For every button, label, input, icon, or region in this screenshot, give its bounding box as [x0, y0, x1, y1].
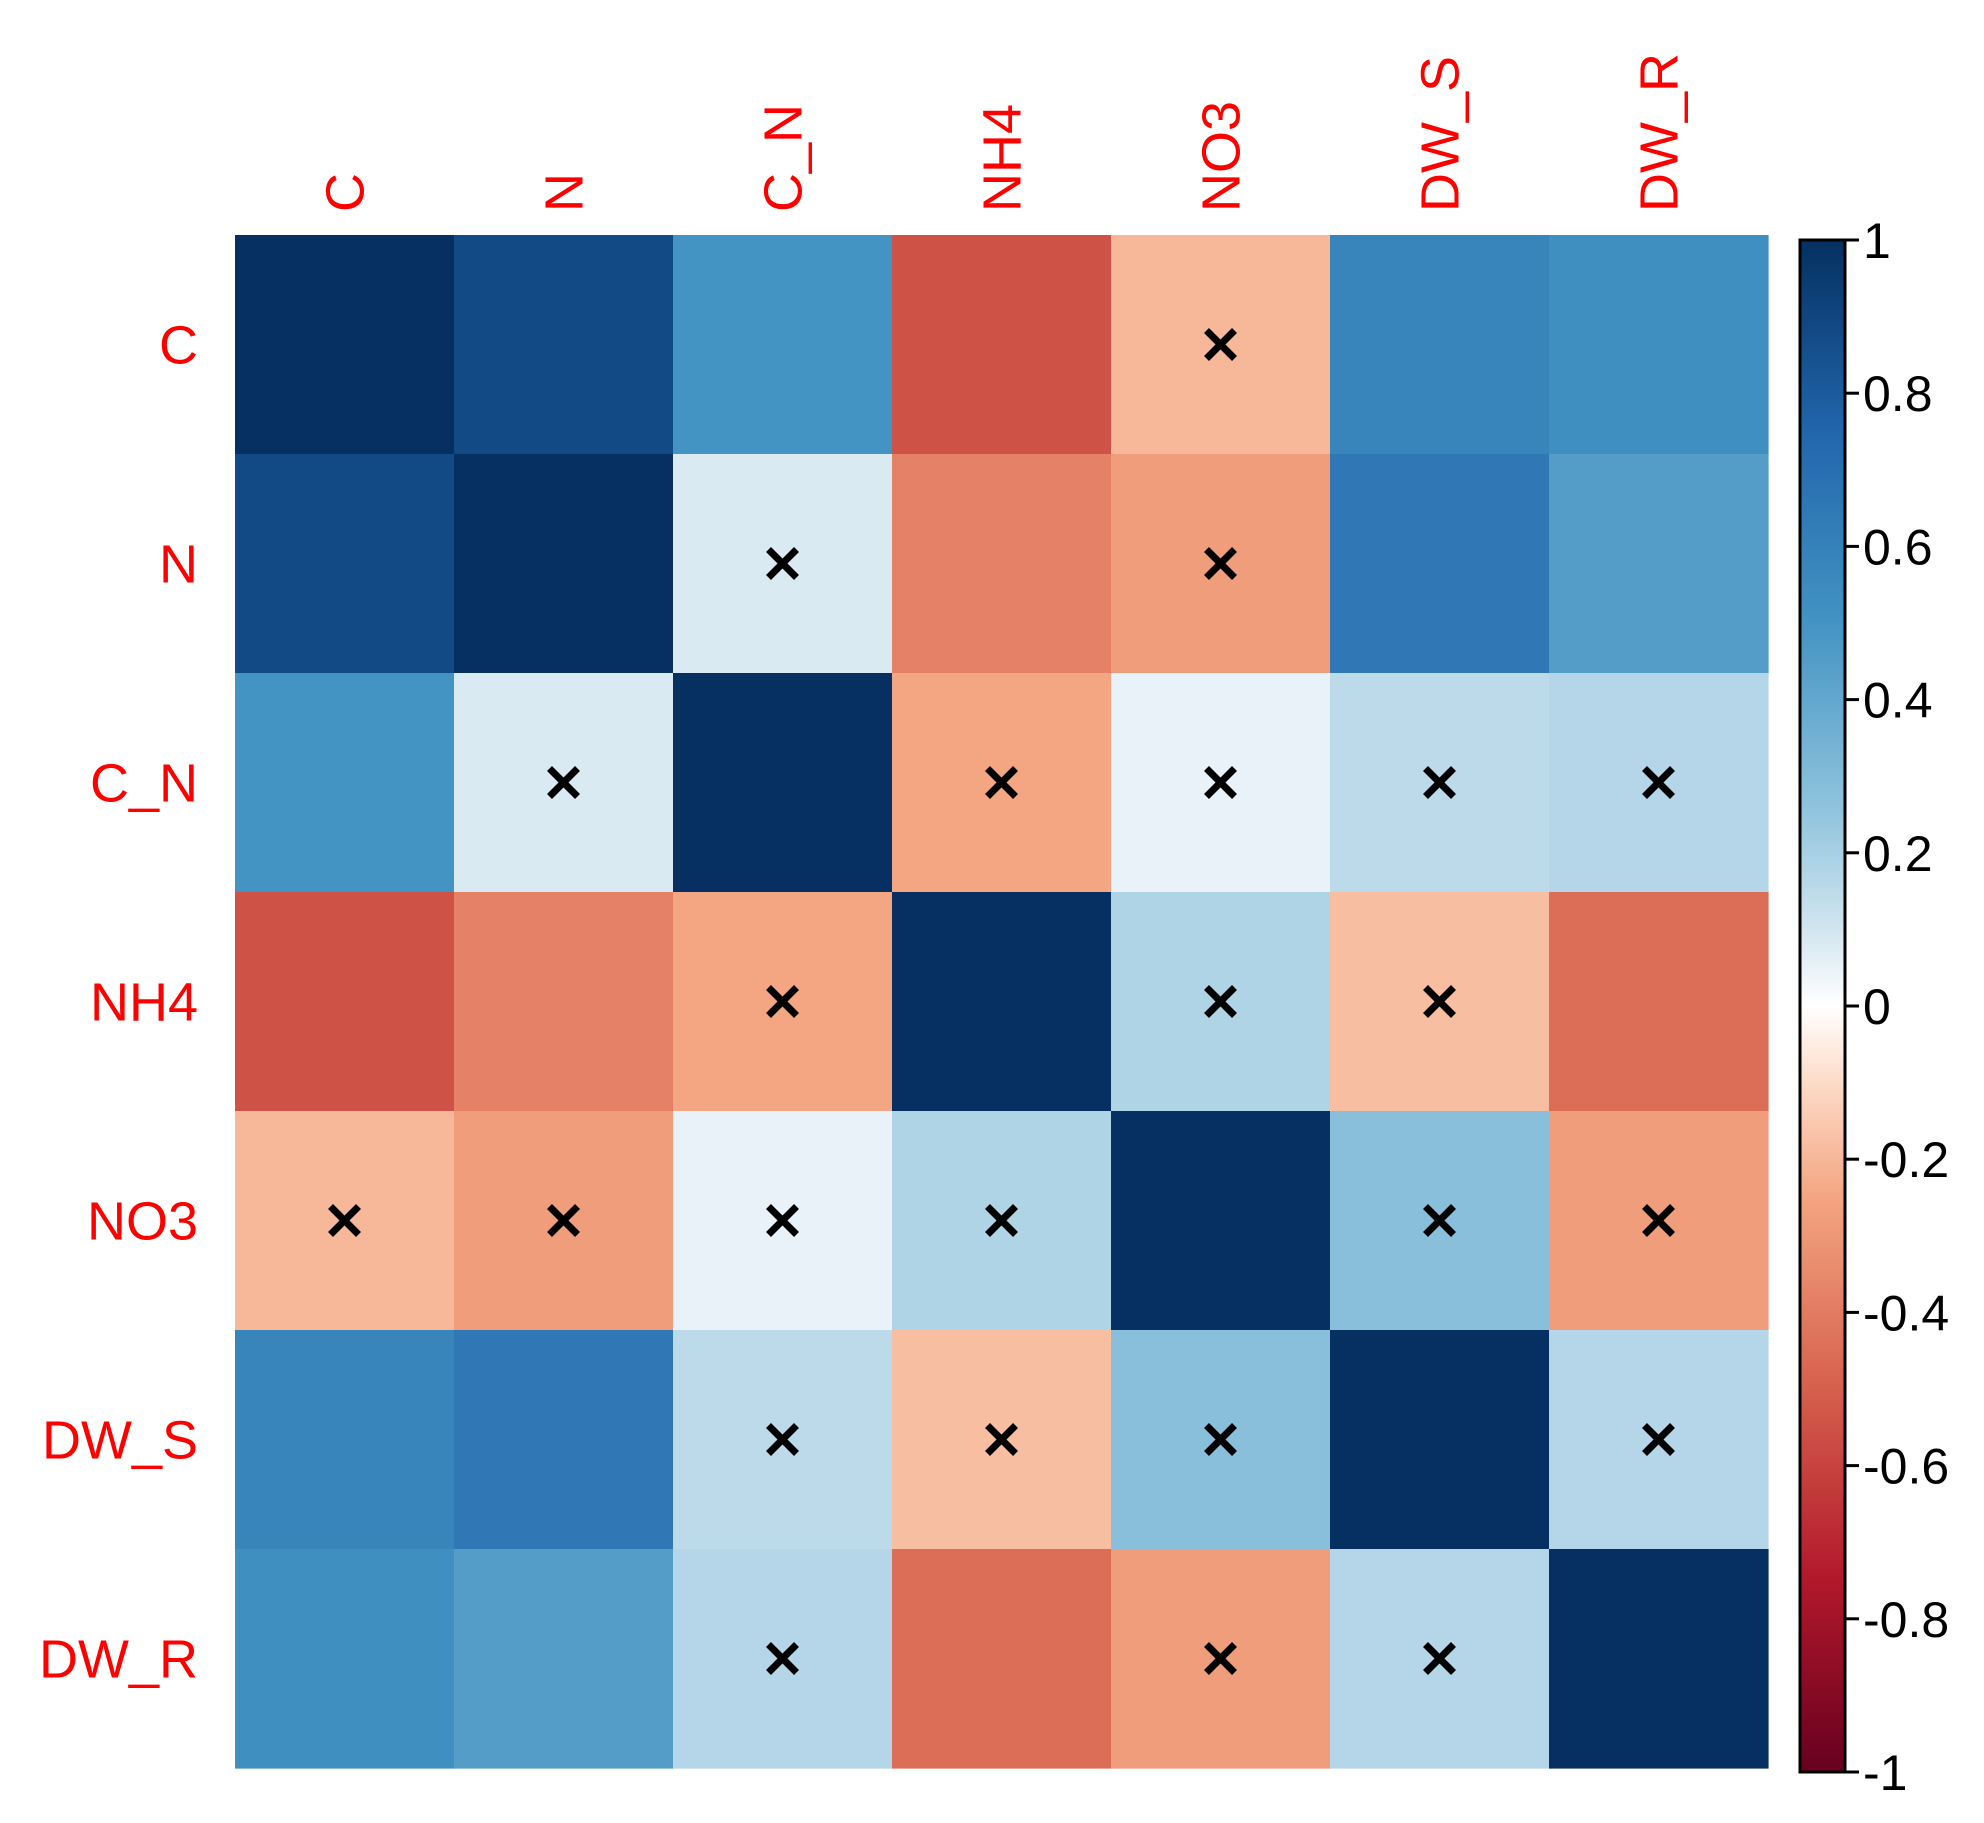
insignificant-mark-DW_S-DW_R — [1642, 1423, 1675, 1456]
row-label-C: C — [159, 316, 198, 376]
colorbar-tick-label: -1 — [1863, 1745, 1907, 1801]
heatmap-cell-DW_S-DW_S — [1330, 1330, 1550, 1550]
heatmap-cell-N-C — [235, 454, 455, 674]
insignificant-mark-DW_R-C_N — [766, 1642, 799, 1675]
heatmap-cell-C-N — [454, 235, 674, 455]
colorbar-tick-label: -0.2 — [1863, 1132, 1949, 1188]
insignificant-mark-NO3-C — [328, 1204, 361, 1237]
insignificant-mark-C-NO3 — [1204, 328, 1237, 361]
heatmap-cell-DW_R-N — [454, 1549, 674, 1769]
colorbar-tick-label: 0.6 — [1863, 519, 1933, 575]
column-label-C_N: C_N — [754, 104, 814, 212]
heatmap-cell-DW_R-NH4 — [892, 1549, 1112, 1769]
insignificant-mark-DW_R-DW_S — [1423, 1642, 1456, 1675]
column-label-C: C — [316, 173, 376, 212]
insignificant-mark-NO3-C_N — [766, 1204, 799, 1237]
insignificant-mark-C_N-NO3 — [1204, 766, 1237, 799]
column-labels: C N C_N NH4 NO3 DW_S DW_R — [316, 53, 1690, 212]
insignificant-mark-NH4-NO3 — [1204, 985, 1237, 1018]
row-labels: C N C_N NH4 NO3 DW_S DW_R — [39, 316, 198, 1690]
heatmap-cell-N-N — [454, 454, 674, 674]
insignificant-mark-NH4-C_N — [766, 985, 799, 1018]
insignificant-mark-C_N-NH4 — [985, 766, 1018, 799]
heatmap-cell-N-NH4 — [892, 454, 1112, 674]
colorbar-gradient — [1798, 238, 1847, 1774]
heatmap-cell-DW_R-DW_R — [1549, 1549, 1769, 1769]
column-label-DW_R: DW_R — [1630, 53, 1690, 212]
insignificant-mark-NO3-DW_S — [1423, 1204, 1456, 1237]
insignificant-mark-NH4-DW_S — [1423, 985, 1456, 1018]
heatmap-cells — [235, 235, 1769, 1769]
column-label-NO3: NO3 — [1192, 101, 1252, 212]
row-label-DW_S: DW_S — [42, 1411, 198, 1471]
insignificant-mark-DW_S-NO3 — [1204, 1423, 1237, 1456]
insignificant-mark-N-NO3 — [1204, 547, 1237, 580]
colorbar-tick-label: 0.8 — [1863, 366, 1933, 422]
heatmap-cell-DW_S-N — [454, 1330, 674, 1550]
row-label-NO3: NO3 — [87, 1192, 198, 1252]
heatmap-cell-C_N-C — [235, 673, 455, 893]
heatmap-cell-N-DW_S — [1330, 454, 1550, 674]
colorbar-tick-label: -0.4 — [1863, 1285, 1949, 1341]
colorbar-tick-label: -0.8 — [1863, 1592, 1949, 1648]
heatmap-cell-NO3-NO3 — [1111, 1111, 1331, 1331]
insignificant-mark-NO3-N — [547, 1204, 580, 1237]
row-label-NH4: NH4 — [90, 973, 198, 1033]
insignificant-mark-C_N-DW_S — [1423, 766, 1456, 799]
row-label-N: N — [159, 535, 198, 595]
insignificant-mark-DW_S-NH4 — [985, 1423, 1018, 1456]
heatmap-cell-C-NH4 — [892, 235, 1112, 455]
heatmap-cell-C-C — [235, 235, 455, 455]
insignificant-mark-DW_R-NO3 — [1204, 1642, 1237, 1675]
heatmap-cell-DW_R-C — [235, 1549, 455, 1769]
insignificance-marks — [328, 328, 1675, 1675]
column-label-NH4: NH4 — [973, 104, 1033, 212]
row-label-C_N: C_N — [90, 754, 198, 814]
column-label-DW_S: DW_S — [1411, 56, 1471, 212]
colorbar: 1 0.8 0.6 0.4 0.2 0 -0.2 -0.4 -0.6 -0.8 -1 — [1798, 213, 1949, 1801]
heatmap-cell-N-DW_R — [1549, 454, 1769, 674]
heatmap-cell-C-C_N — [673, 235, 893, 455]
colorbar-tick-label: -0.6 — [1863, 1439, 1949, 1495]
insignificant-mark-NO3-NH4 — [985, 1204, 1018, 1237]
heatmap-cell-C-DW_S — [1330, 235, 1550, 455]
heatmap-cell-NH4-DW_R — [1549, 892, 1769, 1112]
insignificant-mark-C_N-DW_R — [1642, 766, 1675, 799]
colorbar-tick-label: 0 — [1863, 979, 1891, 1035]
colorbar-tick-label: 0.4 — [1863, 673, 1933, 729]
heatmap-cell-NH4-NH4 — [892, 892, 1112, 1112]
insignificant-mark-C_N-N — [547, 766, 580, 799]
colorbar-tick-label: 0.2 — [1863, 826, 1933, 882]
column-label-N: N — [535, 173, 595, 212]
heatmap-cell-C_N-C_N — [673, 673, 893, 893]
heatmap-cell-NH4-N — [454, 892, 674, 1112]
heatmap-cell-C-DW_R — [1549, 235, 1769, 455]
insignificant-mark-DW_S-C_N — [766, 1423, 799, 1456]
insignificant-mark-NO3-DW_R — [1642, 1204, 1675, 1237]
heatmap-cell-NH4-C — [235, 892, 455, 1112]
colorbar-tick-label: 1 — [1863, 213, 1891, 269]
heatmap-cell-DW_S-C — [235, 1330, 455, 1550]
row-label-DW_R: DW_R — [39, 1630, 198, 1690]
insignificant-mark-N-C_N — [766, 547, 799, 580]
